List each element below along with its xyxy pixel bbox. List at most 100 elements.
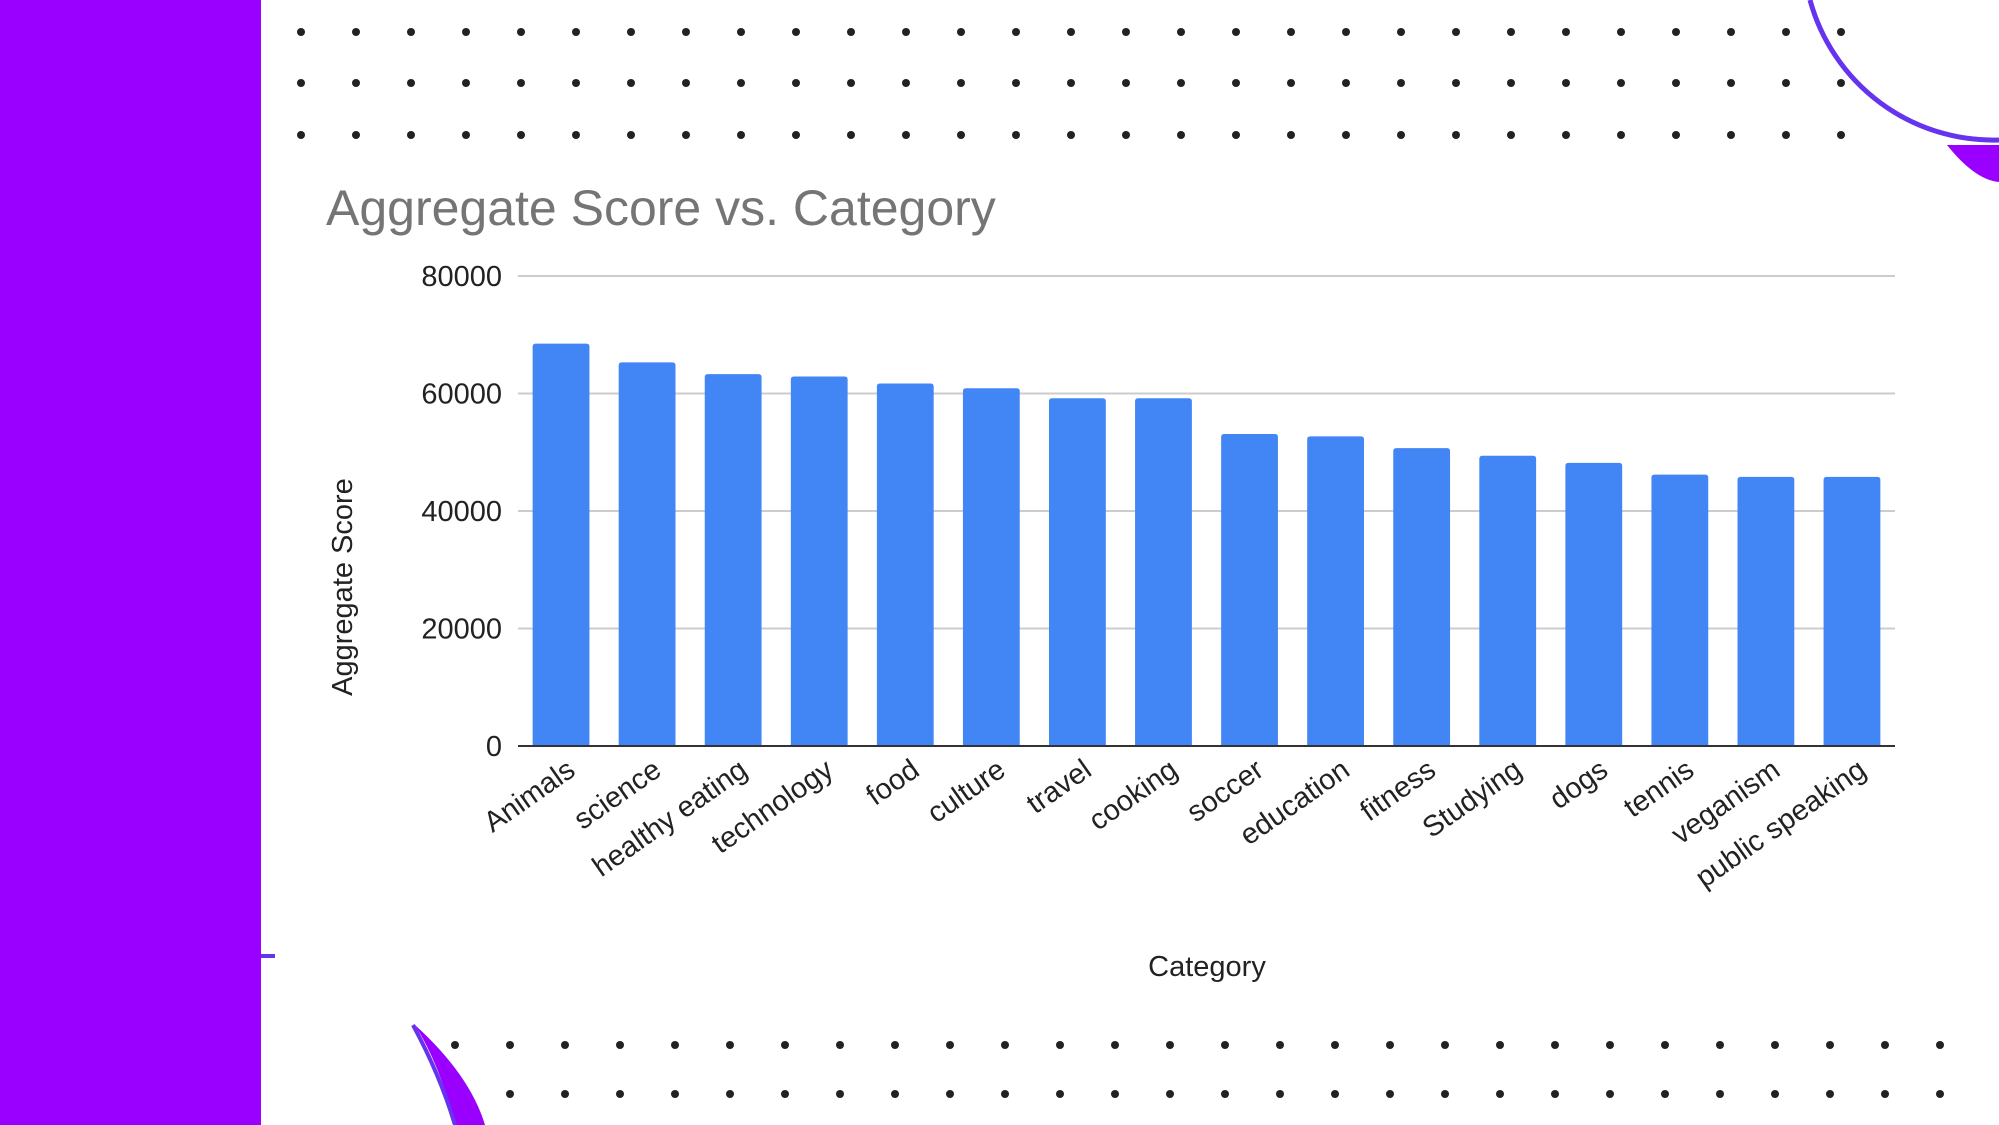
dot [506, 1090, 514, 1098]
dot [1606, 1041, 1614, 1049]
x-axis-title: Category [1148, 951, 1266, 983]
y-tick-label: 40000 [421, 496, 502, 528]
dot [1177, 28, 1185, 36]
bar [1307, 436, 1364, 746]
dot [561, 1090, 569, 1098]
dot [671, 1041, 679, 1049]
dot [1507, 28, 1515, 36]
dot [1562, 79, 1570, 87]
dot [1672, 79, 1680, 87]
dot [1067, 131, 1075, 139]
dot [627, 79, 635, 87]
arc-top-right-fill [1947, 145, 1999, 182]
dot [1716, 1090, 1724, 1098]
dot [1452, 131, 1460, 139]
dot [506, 1041, 514, 1049]
dot [1837, 28, 1845, 36]
dot [792, 28, 800, 36]
dot [1727, 28, 1735, 36]
dot [1397, 131, 1405, 139]
chart-title: Aggregate Score vs. Category [326, 180, 996, 236]
dot [1661, 1090, 1669, 1098]
dot [737, 28, 745, 36]
y-axis-title: Aggregate Score [327, 478, 359, 696]
dot [1496, 1090, 1504, 1098]
dot [1056, 1090, 1064, 1098]
dot [1166, 1041, 1174, 1049]
dot [462, 79, 470, 87]
dot [1397, 28, 1405, 36]
dot [462, 131, 470, 139]
dot [1837, 79, 1845, 87]
dot [1111, 1090, 1119, 1098]
dot [517, 131, 525, 139]
dot [1232, 28, 1240, 36]
dot [1782, 28, 1790, 36]
dot [737, 79, 745, 87]
dot [1287, 28, 1295, 36]
dot [726, 1090, 734, 1098]
dot [1122, 79, 1130, 87]
dot [781, 1041, 789, 1049]
dot [1001, 1090, 1009, 1098]
dot [451, 1041, 459, 1049]
dot [1001, 1041, 1009, 1049]
dot [726, 1041, 734, 1049]
dot [1331, 1090, 1339, 1098]
dot [572, 79, 580, 87]
dot [627, 28, 635, 36]
dot [957, 28, 965, 36]
dot [1837, 131, 1845, 139]
dot [1166, 1090, 1174, 1098]
bar [1049, 398, 1106, 746]
dot [1452, 28, 1460, 36]
bar [1737, 476, 1795, 746]
dot [1287, 79, 1295, 87]
dot [407, 131, 415, 139]
dot [572, 131, 580, 139]
dot [517, 79, 525, 87]
dot [1727, 79, 1735, 87]
dot [1067, 28, 1075, 36]
dot [902, 79, 910, 87]
dot [572, 28, 580, 36]
dot [1441, 1090, 1449, 1098]
dot [781, 1090, 789, 1098]
bar [704, 374, 762, 746]
dot [1672, 131, 1680, 139]
dot [1276, 1041, 1284, 1049]
dot [1826, 1041, 1834, 1049]
dot [1056, 1041, 1064, 1049]
dot [1507, 131, 1515, 139]
bar [1221, 434, 1278, 746]
arc-bottom-left [415, 1025, 485, 1125]
dot [1386, 1090, 1394, 1098]
bar [1651, 474, 1709, 746]
dot [616, 1090, 624, 1098]
y-tick-label: 60000 [421, 379, 502, 411]
dot [902, 131, 910, 139]
bar [1479, 455, 1537, 746]
dot [1331, 1041, 1339, 1049]
dot [1782, 79, 1790, 87]
dot [352, 131, 360, 139]
dot [1177, 131, 1185, 139]
dot [462, 28, 470, 36]
dot [1771, 1090, 1779, 1098]
dot [627, 131, 635, 139]
dot [946, 1041, 954, 1049]
bar [1565, 462, 1623, 746]
dot [616, 1041, 624, 1049]
dot [1441, 1041, 1449, 1049]
bars [532, 343, 1881, 746]
dot [517, 28, 525, 36]
dot [1562, 28, 1570, 36]
dot [836, 1041, 844, 1049]
dot [1067, 79, 1075, 87]
dot [1562, 131, 1570, 139]
dot [902, 28, 910, 36]
dot [682, 28, 690, 36]
dot [836, 1090, 844, 1098]
